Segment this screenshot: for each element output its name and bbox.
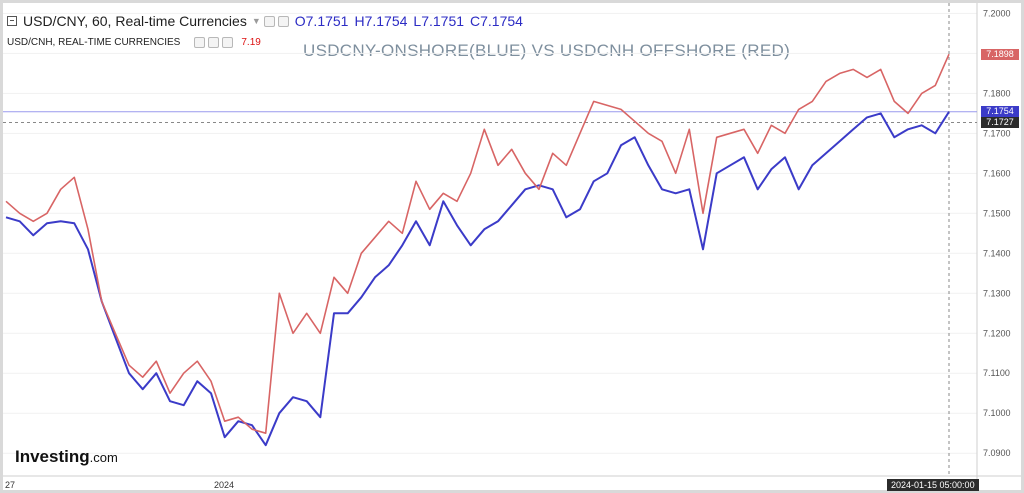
plot-svg: 7.0900 7.1000 7.1100 7.1200 7.1300 7.1400 7.15…: [3, 3, 1021, 490]
crosshair-price-tag: 7.1727: [981, 117, 1019, 129]
grid: [3, 12, 977, 454]
investing-logo: Investing.com: [15, 447, 118, 467]
logo-text: Investing: [15, 447, 90, 466]
main-symbol-label: USD/CNY, 60, Real-time Currencies: [23, 13, 247, 29]
crosshair-date-label: 2024-01-15 05:00:00: [887, 479, 979, 491]
chevron-down-icon[interactable]: ▼: [251, 16, 261, 26]
x-tick-label: 2024: [214, 480, 234, 490]
y-tick-label: 7.1400: [983, 248, 1011, 258]
collapse-icon[interactable]: [7, 16, 17, 26]
compare-value: 7.19: [241, 36, 261, 48]
visibility-icon[interactable]: [263, 15, 275, 27]
y-tick-label: 7.1600: [983, 168, 1011, 178]
visibility-icon[interactable]: [194, 36, 206, 48]
cny-last-price-tag: 7.1754: [981, 106, 1019, 118]
settings-icon[interactable]: [208, 36, 220, 48]
y-tick-label: 7.1500: [983, 208, 1011, 218]
compare-symbol-label: USD/CNH, REAL-TIME CURRENCIES: [7, 36, 181, 48]
y-tick-label: 7.1100: [983, 368, 1010, 378]
compare-symbol-legend[interactable]: USD/CNH, REAL-TIME CURRENCIES 7.19: [7, 34, 261, 50]
cny-series-line[interactable]: [5, 111, 950, 447]
y-tick-label: 7.1800: [983, 88, 1011, 98]
ohlc-high: H7.1754: [354, 13, 408, 29]
cnh-series-line[interactable]: [5, 53, 950, 435]
y-tick-label: 7.1200: [983, 328, 1011, 338]
close-icon[interactable]: [222, 36, 234, 48]
ohlc-open: O7.1751: [294, 13, 349, 29]
ohlc-close: C7.1754: [470, 13, 523, 29]
cnh-last-price-tag: 7.1898: [981, 48, 1019, 60]
y-tick-label: 7.2000: [983, 8, 1011, 18]
y-tick-label: 7.0900: [983, 448, 1011, 458]
main-symbol-legend[interactable]: USD/CNY, 60, Real-time Currencies ▼ O7.1…: [7, 11, 523, 31]
chart-annotation-title: USDCNY-ONSHORE(BLUE) VS USDCNH OFFSHORE …: [303, 41, 791, 60]
series-group: [5, 53, 950, 447]
logo-suffix: .com: [89, 450, 118, 465]
y-tick-label: 7.1700: [983, 128, 1011, 138]
y-tick-label: 7.1000: [983, 408, 1011, 418]
price-axis[interactable]: 7.0900 7.1000 7.1100 7.1200 7.1300 7.1400 7.15…: [983, 8, 1011, 458]
settings-icon[interactable]: [277, 15, 289, 27]
chart-area[interactable]: USD/CNY, 60, Real-time Currencies ▼ O7.1…: [3, 3, 1021, 491]
x-tick-label: 27: [5, 480, 15, 490]
ohlc-low: L7.1751: [413, 13, 465, 29]
y-tick-label: 7.1300: [983, 288, 1011, 298]
time-axis[interactable]: 27 2024: [5, 480, 234, 490]
